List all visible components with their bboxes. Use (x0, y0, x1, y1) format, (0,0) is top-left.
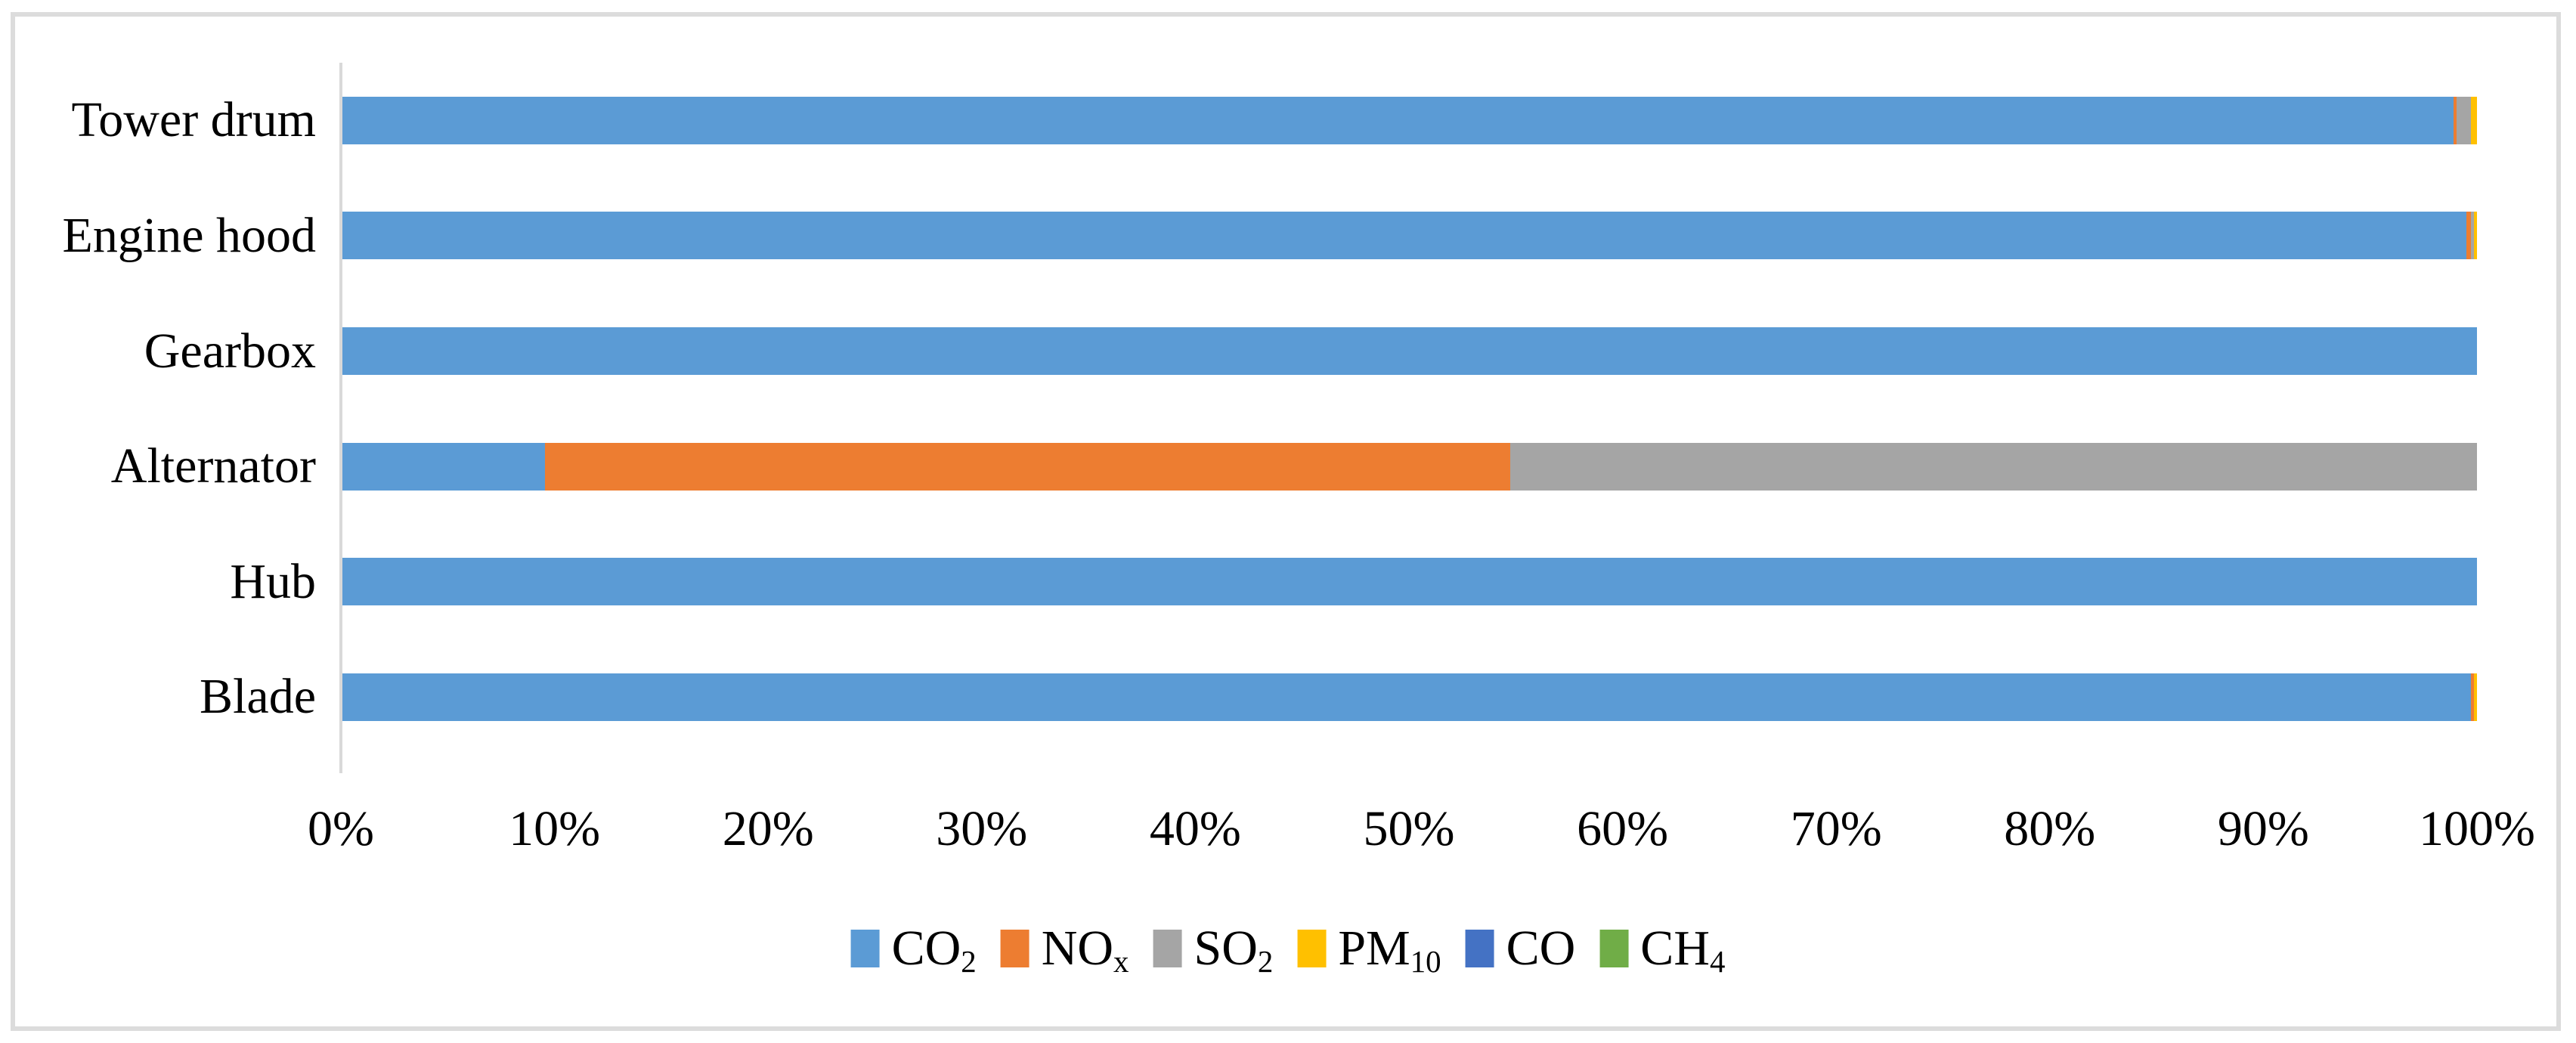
legend-label-subscript: x (1113, 945, 1129, 980)
legend-item: PM10 (1297, 921, 1441, 978)
bar-row (342, 558, 2477, 606)
category-label: Engine hood (62, 207, 316, 263)
x-axis-tick-label: 80% (2004, 801, 2096, 856)
legend-label: PM10 (1338, 921, 1441, 978)
legend-swatch-nox (1000, 930, 1029, 967)
chart-frame (11, 12, 2561, 1031)
x-axis-tick-label: 90% (2217, 801, 2309, 856)
x-axis-tick-label: 50% (1363, 801, 1455, 856)
bar-segment (1509, 442, 2477, 491)
legend-swatch-so2 (1153, 930, 1182, 967)
x-axis-tick-label: 60% (1577, 801, 1669, 856)
legend-label: CH4 (1640, 921, 1725, 978)
legend-label-base: SO (1194, 921, 1258, 976)
bar-segment (342, 673, 2471, 721)
legend-swatch-co (1465, 930, 1494, 967)
legend-label-subscript: 2 (1257, 945, 1274, 980)
bar-segment (2453, 96, 2457, 144)
bar-row (342, 673, 2477, 721)
legend-label-base: NO (1041, 921, 1114, 976)
bar-segment (2466, 212, 2471, 260)
x-axis-tick-label: 0% (308, 801, 374, 856)
legend-label-subscript: 10 (1410, 945, 1441, 980)
category-label: Gearbox (144, 323, 316, 379)
x-axis-tick-label: 70% (1790, 801, 1882, 856)
legend-item: CO (1465, 924, 1576, 973)
x-axis-tick-label: 30% (936, 801, 1028, 856)
bar-row (342, 327, 2477, 375)
bar-segment (342, 442, 546, 491)
legend-swatch-pm10 (1297, 930, 1327, 967)
x-axis-tick-label: 40% (1149, 801, 1241, 856)
bar-segment (2470, 673, 2474, 721)
legend-item: SO2 (1153, 921, 1273, 978)
legend-item: NOx (1000, 921, 1129, 978)
bar-segment (2473, 212, 2477, 260)
x-axis-tick-label: 20% (722, 801, 814, 856)
legend-swatch-ch4 (1599, 930, 1629, 967)
legend-label-base: PM (1338, 921, 1410, 976)
bar-row (342, 442, 2477, 491)
bar-segment (342, 212, 2466, 260)
bar-segment (342, 96, 2454, 144)
legend-item: CH4 (1599, 921, 1725, 978)
bar-segment (342, 327, 2477, 375)
category-label: Blade (200, 669, 316, 725)
x-axis-tick-label: 100% (2419, 801, 2535, 856)
bar-segment (2457, 96, 2471, 144)
legend-label: SO2 (1194, 921, 1273, 978)
legend-label: NOx (1041, 921, 1129, 978)
legend-item: CO2 (850, 921, 977, 978)
bar-segment (342, 558, 2477, 606)
category-label: Tower drum (71, 92, 316, 148)
x-axis-tick-label: 10% (509, 801, 601, 856)
legend: CO2 NOx SO2 PM10 CO CH4 (850, 921, 1725, 978)
bar-segment (2470, 96, 2477, 144)
legend-label-subscript: 2 (961, 945, 977, 980)
category-label: Alternator (110, 438, 316, 494)
bar-row (342, 96, 2477, 144)
legend-label-subscript: 4 (1709, 945, 1726, 980)
bar-segment (2470, 212, 2474, 260)
legend-label-base: CO (1506, 921, 1576, 976)
legend-label: CO (1506, 924, 1576, 973)
legend-swatch-co2 (850, 930, 880, 967)
category-axis-line (339, 63, 342, 773)
bar-segment (2473, 673, 2477, 721)
legend-label-base: CH (1640, 921, 1710, 976)
category-label: Hub (230, 553, 316, 609)
bar-row (342, 212, 2477, 260)
bar-segment (545, 442, 1510, 491)
legend-label-base: CO (891, 921, 961, 976)
legend-label: CO2 (891, 921, 977, 978)
